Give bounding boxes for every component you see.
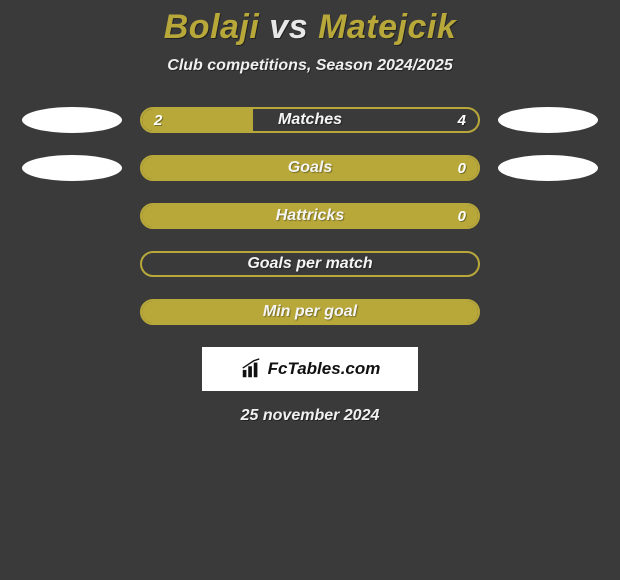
stat-value-right: 0 bbox=[458, 205, 466, 227]
stat-bar: Min per goal bbox=[140, 299, 480, 325]
player1-name: Bolaji bbox=[164, 8, 260, 46]
player2-badge bbox=[498, 155, 598, 181]
stat-row-matches: 2 Matches 4 bbox=[10, 107, 610, 133]
stat-bar: Goals per match bbox=[140, 251, 480, 277]
stat-row-hattricks: Hattricks 0 bbox=[10, 203, 610, 229]
stat-bar: Hattricks 0 bbox=[140, 203, 480, 229]
stats-area: 2 Matches 4 Goals 0 Hattricks 0 Goals pe bbox=[0, 107, 620, 325]
stat-value-right: 0 bbox=[458, 157, 466, 179]
stat-row-goals: Goals 0 bbox=[10, 155, 610, 181]
stat-label: Goals bbox=[142, 157, 478, 179]
vs-label: vs bbox=[269, 8, 308, 46]
player1-badge bbox=[22, 107, 122, 133]
brand-logo[interactable]: FcTables.com bbox=[202, 347, 418, 391]
stat-label: Matches bbox=[142, 109, 478, 131]
page-title: Bolaji vs Matejcik bbox=[0, 0, 620, 47]
date-label: 25 november 2024 bbox=[0, 407, 620, 425]
stat-value-right: 4 bbox=[458, 109, 466, 131]
player1-badge bbox=[22, 155, 122, 181]
stat-row-goals-per-match: Goals per match bbox=[10, 251, 610, 277]
player2-badge bbox=[498, 107, 598, 133]
brand-text: FcTables.com bbox=[268, 359, 381, 379]
stat-label: Goals per match bbox=[142, 253, 478, 275]
chart-icon bbox=[240, 358, 262, 380]
subtitle: Club competitions, Season 2024/2025 bbox=[0, 57, 620, 75]
stat-bar: Goals 0 bbox=[140, 155, 480, 181]
stat-row-min-per-goal: Min per goal bbox=[10, 299, 610, 325]
stat-bar: 2 Matches 4 bbox=[140, 107, 480, 133]
player2-name: Matejcik bbox=[318, 8, 456, 46]
stat-label: Min per goal bbox=[142, 301, 478, 323]
stat-label: Hattricks bbox=[142, 205, 478, 227]
